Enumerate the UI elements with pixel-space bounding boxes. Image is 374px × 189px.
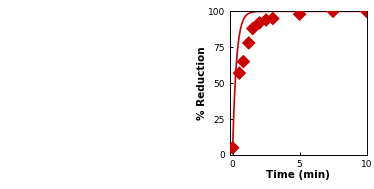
Point <box>236 72 242 75</box>
Point <box>330 10 336 13</box>
X-axis label: Time (min): Time (min) <box>266 170 330 180</box>
Point <box>270 17 276 20</box>
Point <box>257 21 263 24</box>
Y-axis label: % Reduction: % Reduction <box>196 46 206 120</box>
Point <box>250 27 256 30</box>
Point <box>240 60 246 63</box>
Point <box>230 146 236 149</box>
Point <box>263 19 269 22</box>
Point <box>246 41 252 44</box>
Point <box>364 10 370 13</box>
Point <box>297 13 303 16</box>
